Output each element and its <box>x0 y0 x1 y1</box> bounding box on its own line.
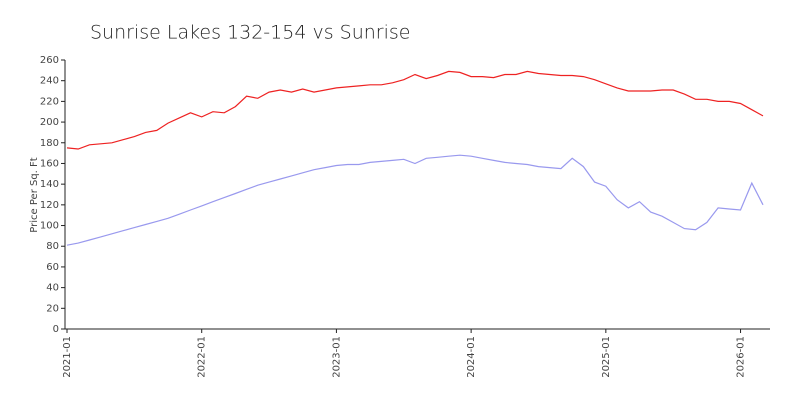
y-tick-label: 20 <box>46 303 59 314</box>
y-tick-label: 180 <box>40 138 59 149</box>
y-tick-label: 100 <box>40 221 59 232</box>
chart-title: Sunrise Lakes 132-154 vs Sunrise <box>90 22 410 44</box>
y-tick-label: 80 <box>46 241 59 252</box>
y-tick-label: 240 <box>40 76 59 87</box>
x-tick-label: 2021-01 <box>62 336 73 378</box>
x-tick-label: 2026-01 <box>736 336 747 378</box>
series-line <box>66 70 764 150</box>
y-tick-label: 220 <box>40 96 59 107</box>
y-axis-label: Price Per Sq. Ft <box>29 157 40 232</box>
y-tick-label: 260 <box>40 55 59 66</box>
x-tick-label: 2023-01 <box>331 336 342 378</box>
series-line <box>66 154 764 246</box>
x-tick-label: 2024-01 <box>466 336 477 378</box>
y-tick-label: 40 <box>46 283 59 294</box>
y-tick-label: 120 <box>40 200 59 211</box>
x-tick-label: 2022-01 <box>197 336 208 378</box>
y-tick-label: 200 <box>40 117 59 128</box>
y-tick-label: 60 <box>46 262 59 273</box>
y-tick-label: 0 <box>53 324 59 335</box>
y-tick-label: 140 <box>40 179 59 190</box>
x-tick-label: 2025-01 <box>601 336 612 378</box>
y-tick-label: 160 <box>40 158 59 169</box>
